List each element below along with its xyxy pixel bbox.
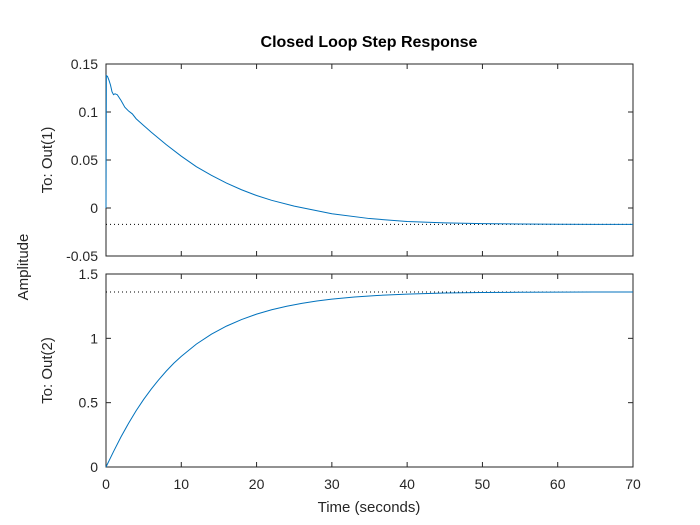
x-tick-label: 40 [399,476,415,492]
x-tick-label: 30 [324,476,340,492]
plot-box-2 [105,273,634,468]
subplot-y-label-1: To: Out(1) [39,127,56,194]
x-axis-title: Time (seconds) [318,499,421,516]
y-tick-label: 0.15 [71,56,98,72]
subplot-y-label-2: To: Out(2) [39,337,56,404]
y-tick-label: -0.05 [66,248,98,264]
x-tick-label: 60 [550,476,566,492]
chart-title: Closed Loop Step Response [261,34,478,51]
y-tick-label: 0 [90,459,98,475]
response-line-1 [105,74,633,225]
y-tick-label: 0.1 [79,104,99,120]
y-tick-label: 0 [90,200,98,216]
x-tick-label: 70 [625,476,641,492]
plot-box-1 [105,63,634,257]
x-tick-label: 10 [173,476,189,492]
x-tick-label: 50 [475,476,491,492]
x-tick-label: 20 [249,476,265,492]
y-tick-label: 1.5 [79,266,99,282]
y-tick-label: 1 [90,330,98,346]
y-tick-label: 0.05 [71,152,98,168]
subplot-2: 0 10 20 30 40 50 60 70 0 0.5 1 1.5 To: Out(2) [39,266,641,492]
y-tick-label: 0.5 [79,395,99,411]
y-axis-title: Amplitude [15,234,32,301]
subplot-1: -0.05 0 0.05 0.1 0.15 To: Out(1) [39,56,634,264]
response-line-2 [105,291,633,468]
x-tick-label: 0 [102,476,110,492]
